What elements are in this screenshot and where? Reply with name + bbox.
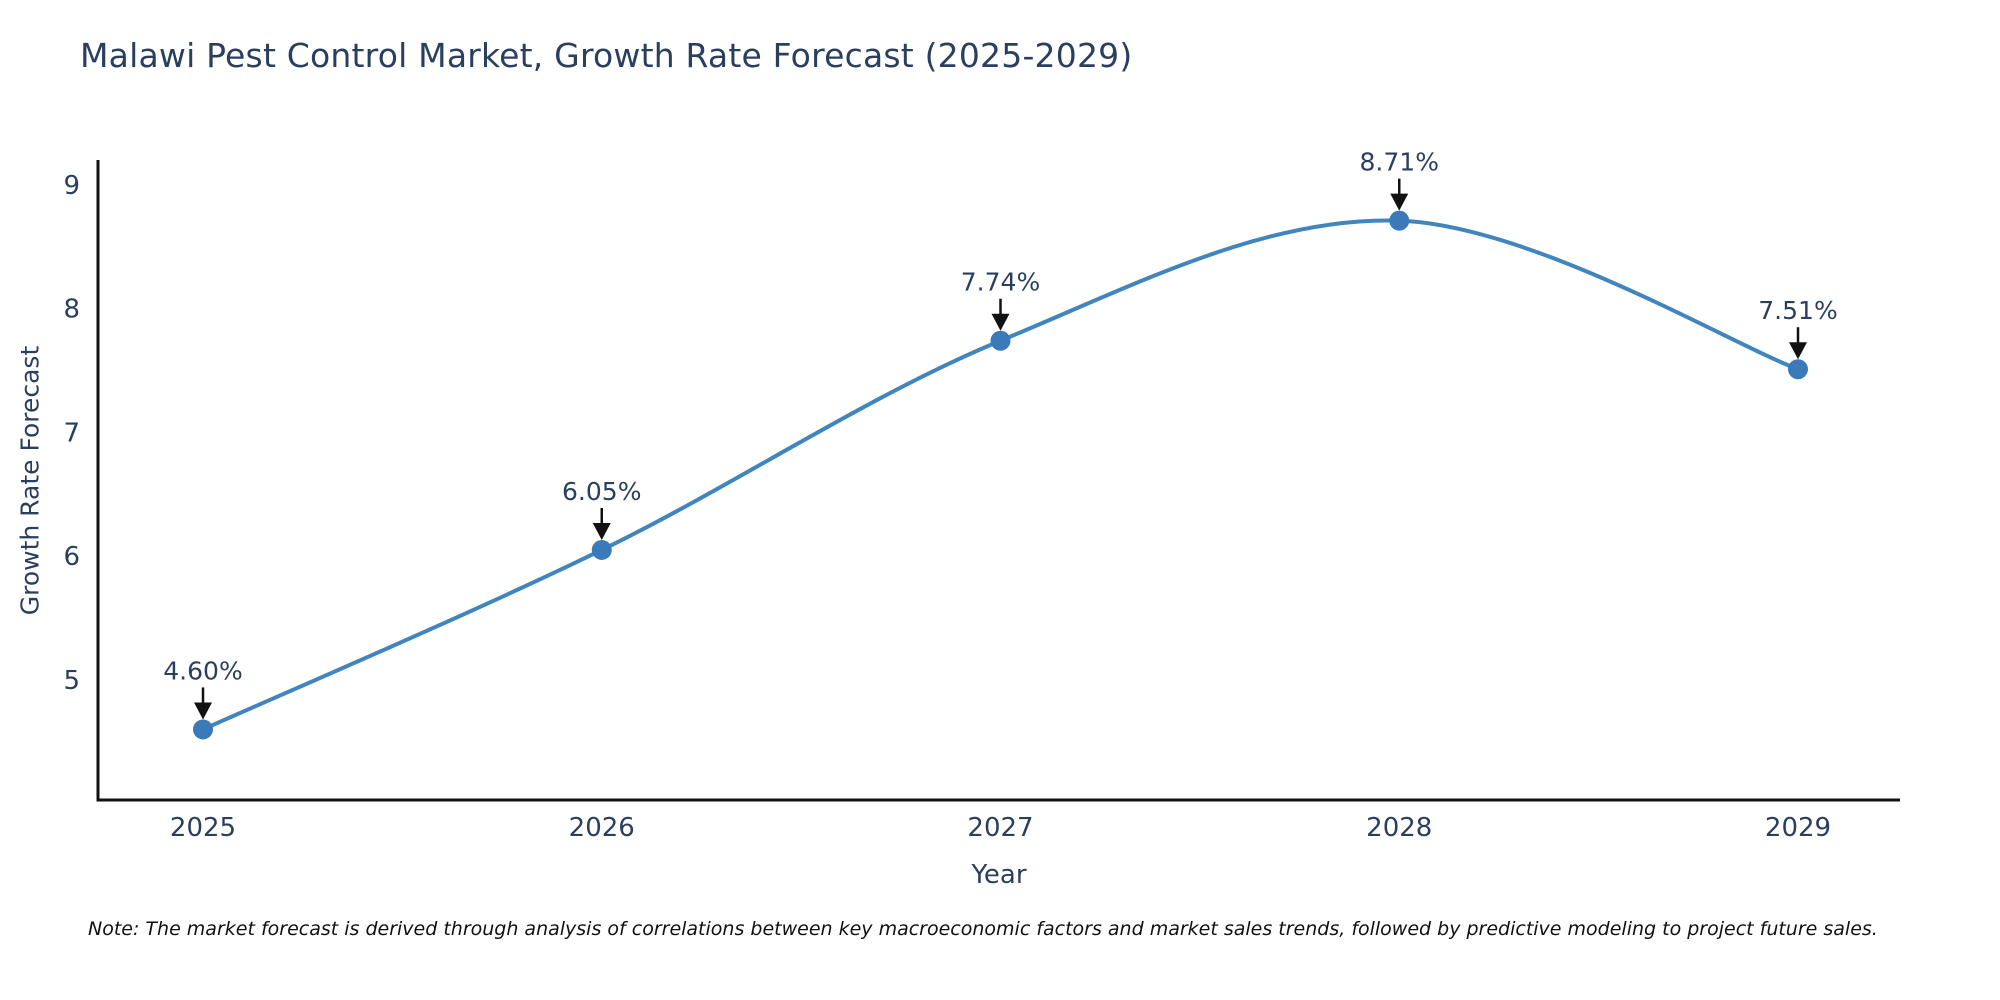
y-tick-label-7: 7 <box>63 418 80 448</box>
annotation-arrowhead-2025 <box>194 702 212 720</box>
y-tick-label-8: 8 <box>63 295 80 325</box>
x-tick-label-2026: 2026 <box>569 813 635 843</box>
data-point-2026 <box>591 539 612 560</box>
data-point-2025 <box>193 719 213 740</box>
annotation-arrowhead-2028 <box>1390 193 1409 211</box>
y-tick-label-5: 5 <box>63 666 80 696</box>
annotation-label-2028: 8.71% <box>1360 148 1439 177</box>
data-point-2027 <box>990 330 1011 351</box>
data-point-2028 <box>1389 210 1410 231</box>
footnote: Note: The market forecast is derived thr… <box>88 918 1878 940</box>
x-tick-label-2029: 2029 <box>1765 813 1831 843</box>
x-tick-label-2028: 2028 <box>1366 813 1432 843</box>
chart-title: Malawi Pest Control Market, Growth Rate … <box>80 36 1133 75</box>
data-point-2029 <box>1788 359 1808 380</box>
annotation-arrowhead-2029 <box>1789 342 1807 360</box>
annotation-label-2026: 6.05% <box>562 477 641 506</box>
x-tick-label-2025: 2025 <box>170 813 236 843</box>
annotation-label-2029: 7.51% <box>1758 296 1837 325</box>
annotation-label-2027: 7.74% <box>961 268 1040 297</box>
growth-rate-line <box>201 218 1800 732</box>
annotation-arrowhead-2026 <box>592 522 611 540</box>
y-tick-label-6: 6 <box>63 542 80 572</box>
annotation-label-2025: 4.60% <box>163 656 242 685</box>
y-tick-label-9: 9 <box>63 171 80 201</box>
annotation-arrowhead-2027 <box>991 313 1010 331</box>
x-tick-label-2027: 2027 <box>967 813 1033 843</box>
x-axis-title: Year <box>971 860 1027 890</box>
